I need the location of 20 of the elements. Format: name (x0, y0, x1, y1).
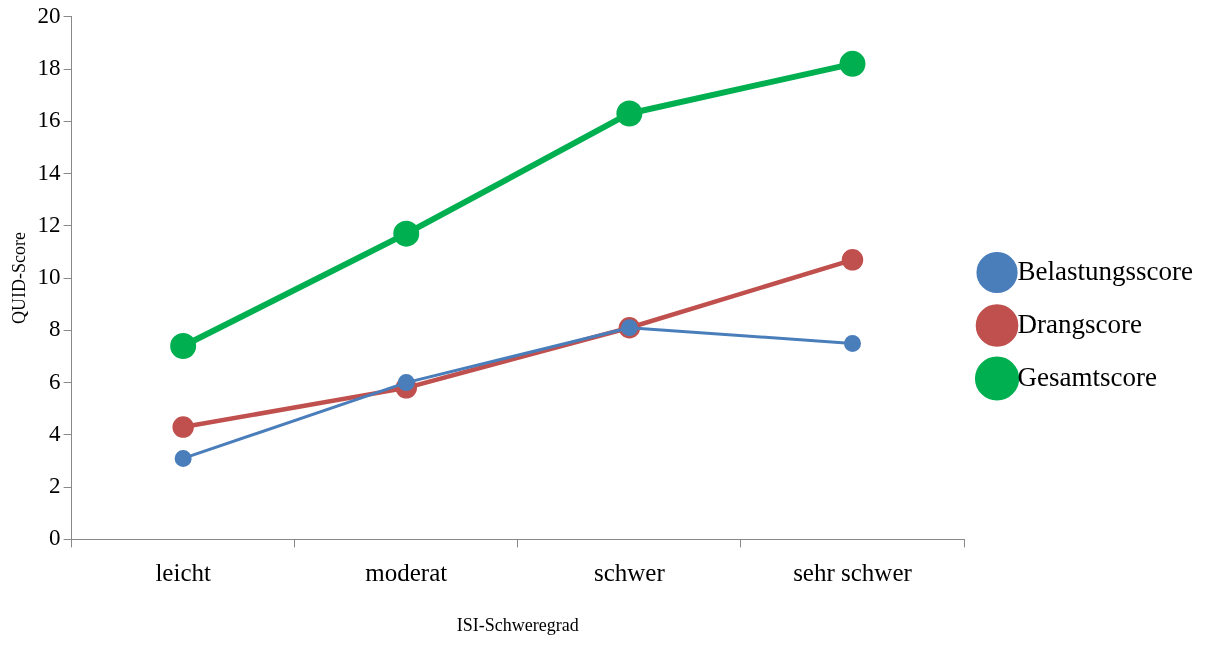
y-tick-label: 0 (49, 525, 61, 551)
y-tick-label: 18 (37, 55, 61, 81)
y-tick-label: 14 (37, 159, 62, 185)
x-tick-label: moderat (365, 558, 448, 586)
y-tick-label: 20 (37, 2, 61, 28)
legend-label: Belastungsscore (1017, 255, 1194, 286)
x-tick-label: schwer (593, 558, 666, 586)
y-tick-label: 12 (37, 211, 61, 237)
y-axis-title: QUID-Score (8, 232, 29, 325)
x-axis-title: ISI-Schweregrad (456, 614, 579, 635)
legend-label: Gesamtscore (1017, 361, 1157, 392)
y-tick-label: 8 (49, 316, 61, 342)
y-tick-label: 10 (37, 264, 61, 290)
y-tick-label: 4 (49, 420, 62, 446)
y-tick-label: 16 (37, 107, 61, 133)
y-tick-label: 2 (49, 473, 61, 499)
legend-label: Drangscore (1017, 308, 1142, 339)
x-tick-label: leicht (155, 558, 211, 586)
x-tick-label: sehr schwer (793, 558, 913, 586)
y-tick-label: 6 (49, 368, 61, 394)
